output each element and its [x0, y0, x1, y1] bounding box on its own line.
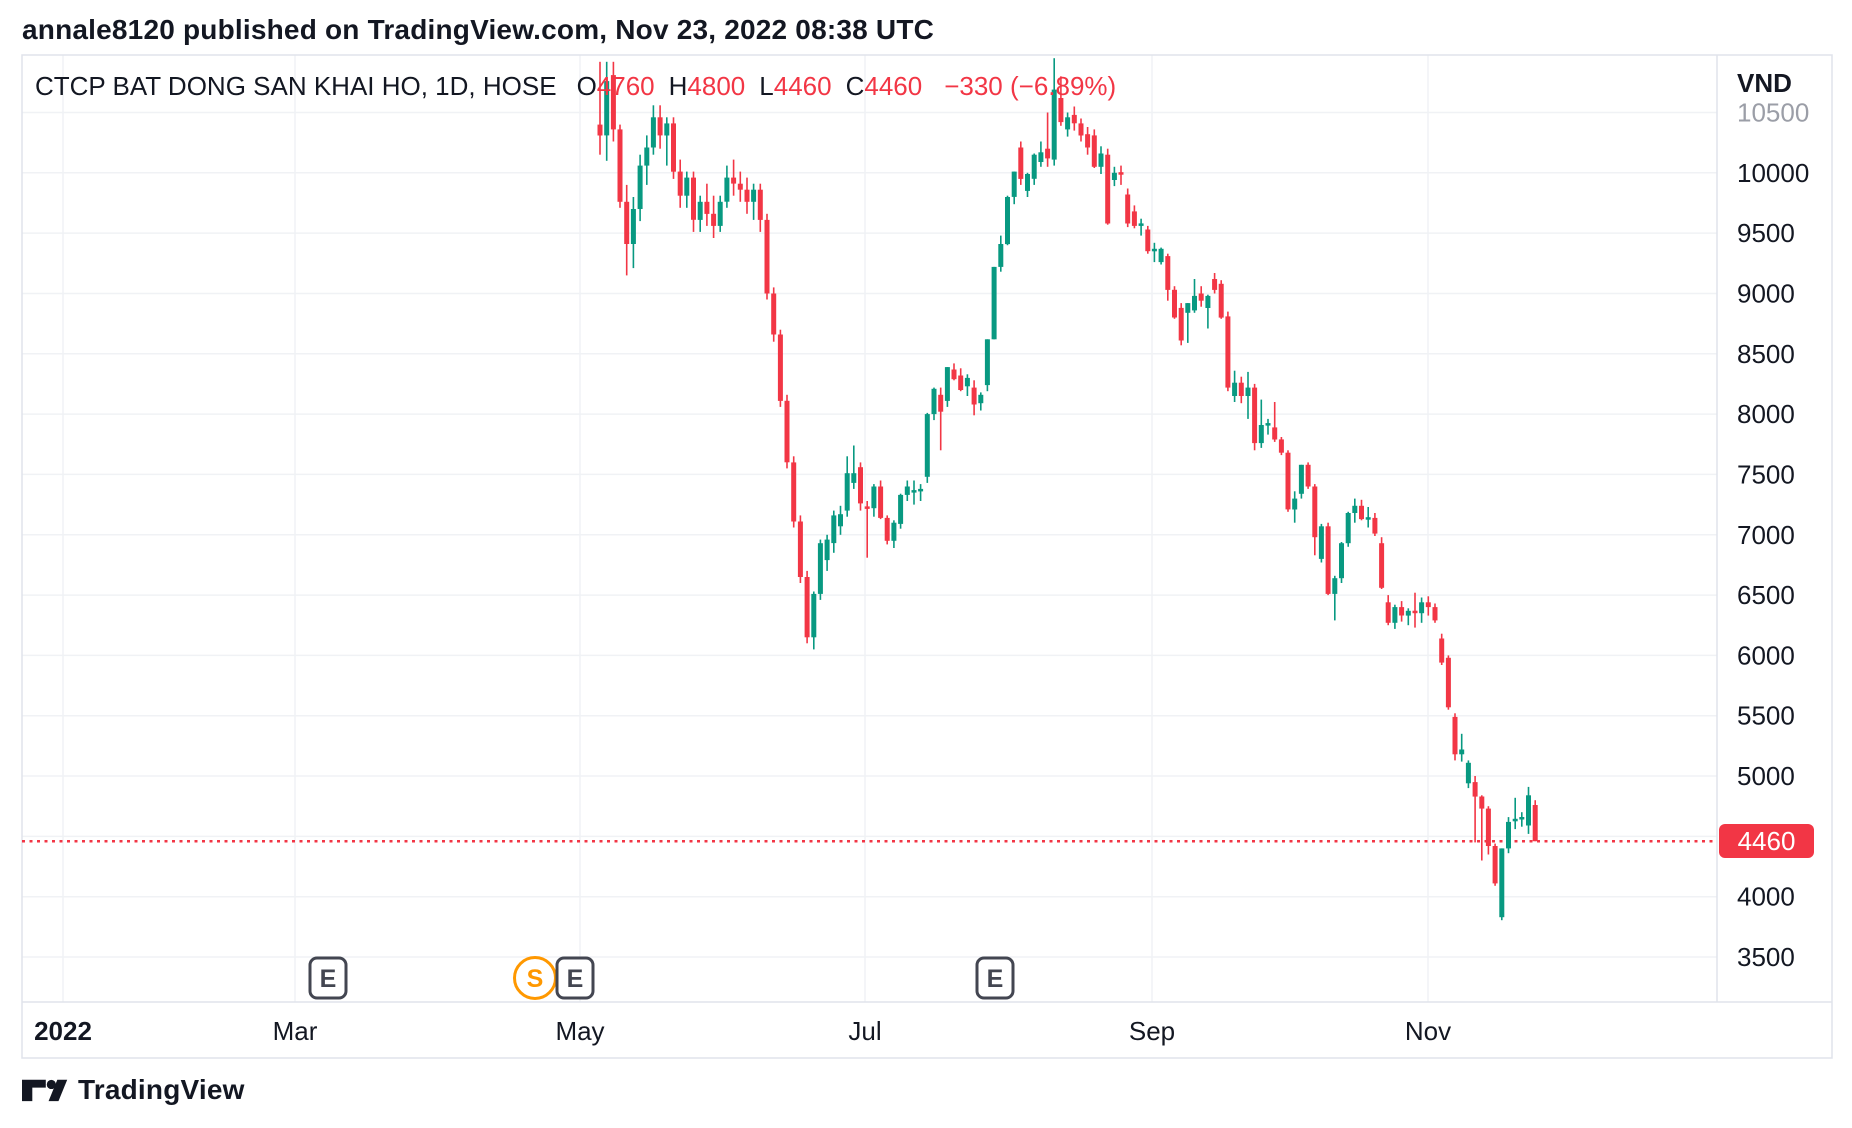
legend-symbol: CTCP BAT DONG SAN KHAI HO, 1D, HOSE	[35, 71, 557, 101]
svg-text:2022: 2022	[34, 1016, 92, 1046]
svg-text:8500: 8500	[1737, 339, 1795, 369]
svg-text:3500: 3500	[1737, 942, 1795, 972]
legend-low: L4460	[759, 71, 832, 101]
svg-text:10500: 10500	[1737, 98, 1809, 128]
legend-high: H4800	[668, 71, 746, 101]
time-scale[interactable]: 2022 Mar May Jul Sep Nov	[34, 1016, 1451, 1046]
svg-text:6000: 6000	[1737, 640, 1795, 670]
svg-text:May: May	[555, 1016, 604, 1046]
svg-text:7500: 7500	[1737, 459, 1795, 489]
svg-text:10000: 10000	[1737, 158, 1809, 188]
svg-text:E: E	[320, 965, 337, 993]
svg-text:Sep: Sep	[1129, 1016, 1175, 1046]
legend-change: −330 (−6.89%)	[944, 71, 1117, 101]
svg-text:8000: 8000	[1737, 399, 1795, 429]
svg-text:9500: 9500	[1737, 218, 1795, 248]
svg-text:6500: 6500	[1737, 580, 1795, 610]
legend-open: O4760	[576, 71, 655, 101]
earnings-badge[interactable]: E	[308, 956, 348, 1000]
svg-text:Nov: Nov	[1405, 1016, 1451, 1046]
grid-vertical	[62, 55, 1429, 1002]
svg-text:E: E	[987, 965, 1004, 993]
pane-border	[21, 54, 1833, 1059]
tradingview-logo-text: TradingView	[78, 1074, 245, 1105]
earnings-badge[interactable]: E	[555, 956, 595, 1000]
attribution-text: published on TradingView.com, Nov 23, 20…	[175, 14, 935, 45]
svg-text:S: S	[527, 965, 544, 993]
svg-text:5500: 5500	[1737, 701, 1795, 731]
attribution-username: annale8120	[22, 14, 175, 45]
last-price-tag: 4460	[1719, 824, 1814, 859]
svg-text:Mar: Mar	[273, 1016, 318, 1046]
legend: CTCP BAT DONG SAN KHAI HO, 1D, HOSE O476…	[35, 71, 1116, 102]
legend-close: C4460	[845, 71, 923, 101]
svg-text:5000: 5000	[1737, 761, 1795, 791]
tradingview-logo-icon	[22, 1079, 68, 1102]
tradingview-logo[interactable]: TradingView	[22, 1074, 245, 1106]
attribution-bar: annale8120 published on TradingView.com,…	[22, 14, 934, 46]
currency-label: VND	[1737, 68, 1792, 98]
svg-text:4000: 4000	[1737, 882, 1795, 912]
svg-text:Jul: Jul	[848, 1016, 881, 1046]
chart-pane[interactable]	[22, 55, 1717, 1002]
svg-text:9000: 9000	[1737, 279, 1795, 309]
event-badges: E S E E	[308, 956, 1015, 1000]
svg-text:7000: 7000	[1737, 520, 1795, 550]
grid-horizontal	[22, 111, 1717, 958]
svg-text:E: E	[567, 965, 584, 993]
earnings-badge[interactable]: E	[975, 956, 1015, 1000]
price-scale[interactable]: 10500 10000 9500 9000 8500 8000 7500 7000 6500 60…	[1737, 98, 1809, 973]
candles	[597, 58, 1538, 921]
